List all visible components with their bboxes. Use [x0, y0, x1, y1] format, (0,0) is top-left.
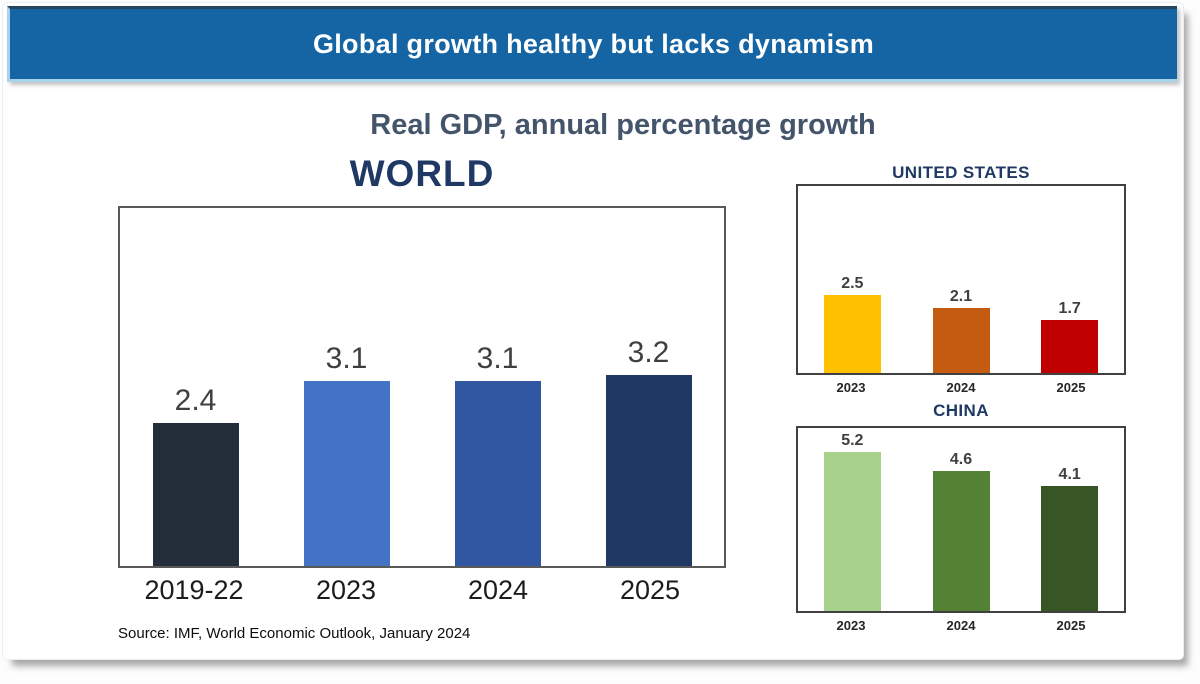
us-chart-title: UNITED STATES: [892, 163, 1030, 182]
us-chart-categories: 2023 2024 2025: [796, 380, 1126, 395]
bar-value-label: 4.1: [1058, 466, 1081, 483]
bar-slot: 1.7: [1015, 186, 1124, 373]
bar-slot: 2.1: [907, 186, 1016, 373]
bar-value-label: 3.2: [627, 336, 670, 369]
x-axis-label: 2025: [619, 575, 681, 605]
bar-world-2023: 3.1: [303, 342, 390, 566]
bar-world-2024: 3.1: [454, 342, 541, 566]
world-chart-bars: 2.4 3.1 3.1 3.2: [120, 208, 724, 566]
bar-china-2023: 5.2: [823, 432, 881, 611]
world-chart-categories: 2019-22 2023 2024 2025: [118, 575, 726, 606]
bar-united-states-2024: 2.1: [932, 288, 990, 373]
x-axis-label: 2023: [836, 380, 866, 395]
bar-slot: 3.1: [271, 208, 422, 566]
x-axis-label: 2024: [946, 618, 976, 633]
x-axis-label: 2025: [1056, 380, 1086, 395]
world-chart-title: WORLD: [349, 153, 495, 194]
x-axis-label: 2023: [315, 575, 377, 605]
us-chart-plot: 2.5 2.1 1.7: [796, 184, 1126, 375]
source-note: Source: IMF, World Economic Outlook, Jan…: [118, 625, 471, 642]
china-chart-bars: 5.2 4.6 4.1: [798, 428, 1124, 611]
bar-value-label: 1.7: [1058, 300, 1081, 317]
china-chart-plot: 5.2 4.6 4.1: [796, 426, 1126, 613]
bar-slot: 4.6: [907, 428, 1016, 611]
x-axis-label: 2023: [836, 618, 866, 633]
world-chart-plot: 2.4 3.1 3.1 3.2: [118, 206, 726, 568]
bar-united-states-2023: 2.5: [823, 275, 881, 373]
bar-world-2025: 3.2: [605, 336, 692, 566]
bar-value-label: 3.1: [476, 342, 519, 375]
header-banner: Global growth healthy but lacks dynamism: [7, 6, 1177, 82]
china-chart-title: CHINA: [933, 401, 989, 420]
chart-subtitle: Real GDP, annual percentage growth: [370, 109, 876, 141]
us-chart-bars: 2.5 2.1 1.7: [798, 186, 1124, 373]
bar-value-label: 2.1: [949, 288, 973, 305]
bar-china-2024: 4.6: [932, 451, 990, 611]
bar-value-label: 3.1: [325, 342, 368, 375]
bar-value-label: 4.6: [949, 451, 973, 468]
bar-value-label: 2.5: [841, 275, 864, 292]
china-chart-categories: 2023 2024 2025: [796, 618, 1126, 633]
bar-slot: 3.1: [422, 208, 573, 566]
page-title: Global growth healthy but lacks dynamism: [312, 28, 875, 59]
bar-china-2025: 4.1: [1041, 466, 1099, 611]
bar-slot: 5.2: [798, 428, 907, 611]
bar-slot: 4.1: [1015, 428, 1124, 611]
x-axis-label: 2024: [946, 380, 976, 395]
bar-united-states-2025: 1.7: [1041, 300, 1099, 373]
bar-slot: 2.4: [120, 208, 271, 566]
x-axis-label: 2019-22: [144, 575, 244, 605]
bar-value-label: 5.2: [841, 432, 864, 449]
x-axis-label: 2024: [467, 575, 529, 605]
bar-value-label: 2.4: [174, 384, 217, 417]
x-axis-label: 2025: [1056, 618, 1086, 633]
bar-world-2019-22: 2.4: [152, 384, 239, 566]
bar-slot: 2.5: [798, 186, 907, 373]
slide: Global growth healthy but lacks dynamism…: [2, 2, 1184, 660]
bar-slot: 3.2: [573, 208, 724, 566]
